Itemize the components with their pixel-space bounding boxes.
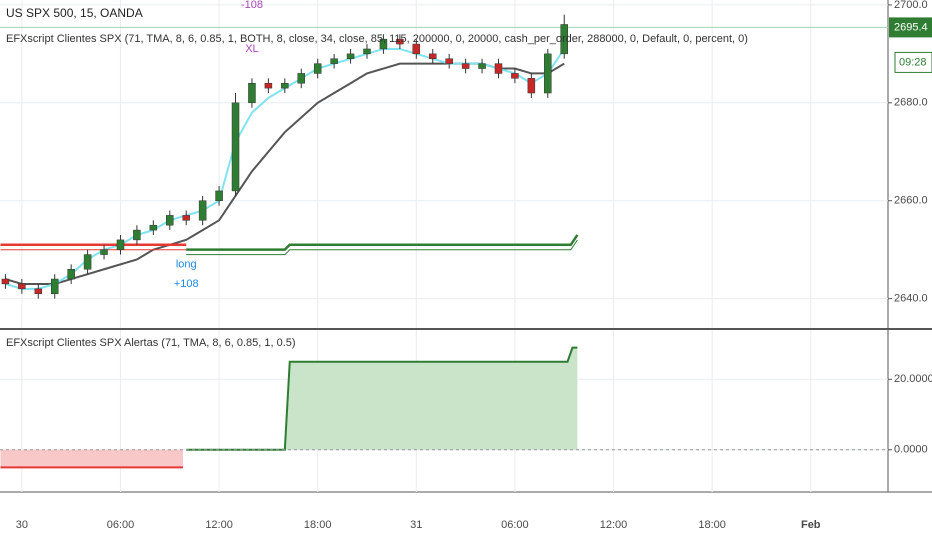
candle-body: [461, 63, 470, 69]
area-fill: [186, 347, 578, 450]
annotation: -108: [241, 0, 263, 11]
candle-body: [511, 73, 519, 79]
x-tick-label: 12:00: [205, 519, 233, 531]
last-price-box: [889, 17, 932, 38]
candle-body: [83, 254, 92, 270]
indicator-title: EFXscript Clientes SPX Alertas (71, TMA,…: [6, 337, 296, 349]
x-tick-label: 06:00: [501, 519, 529, 531]
indicator-line-offset: [186, 239, 578, 256]
candle-body: [198, 200, 207, 221]
indicator-line: [186, 234, 579, 251]
x-tick-label: Feb: [801, 519, 821, 531]
candle-body: [544, 53, 552, 94]
annotation: +108: [174, 278, 199, 290]
candle-body: [396, 38, 404, 45]
candle-body: [182, 215, 190, 221]
area-fill: [0, 449, 183, 468]
chart-title: US SPX 500, 15, OANDA: [6, 6, 143, 20]
candle-body: [264, 82, 273, 89]
candle-body: [67, 269, 75, 280]
x-tick-label: 30: [16, 519, 28, 531]
x-tick-label: 18:00: [698, 519, 726, 531]
candle-body: [478, 63, 486, 69]
indicator-title: EFXscript Clientes SPX (71, TMA, 8, 6, 0…: [6, 33, 748, 45]
candle-body: [494, 63, 503, 74]
candle-body: [363, 48, 371, 55]
y-tick-label: 20.0000: [894, 373, 932, 385]
candle-body: [166, 215, 174, 226]
annotation: long: [176, 258, 197, 270]
candle-body: [379, 38, 388, 50]
x-tick-label: 18:00: [304, 519, 332, 531]
candle-body: [133, 229, 141, 241]
candle-body: [428, 53, 437, 59]
candle-body: [412, 43, 421, 55]
candle-body: [281, 82, 289, 89]
x-tick-label: 12:00: [600, 519, 628, 531]
candle-body: [248, 82, 256, 104]
candle-body: [330, 58, 338, 64]
candle-body: [34, 288, 43, 294]
area-line: [186, 346, 578, 451]
candle-body: [231, 102, 240, 192]
y-tick-label: 0.0000: [894, 444, 928, 456]
countdown-box: [894, 51, 932, 73]
annotation: XL: [245, 43, 258, 55]
y-tick-label: 2660.0: [894, 195, 928, 207]
candle-body: [100, 249, 108, 255]
x-tick-label: 31: [410, 519, 422, 531]
candle-body: [346, 53, 355, 59]
y-tick-label: 2680.0: [894, 97, 928, 109]
countdown-label: 09:28: [899, 56, 927, 68]
candle-body: [313, 63, 322, 74]
candle-body: [445, 58, 453, 64]
y-tick-label: 2700.0: [894, 0, 928, 11]
last-price-label: 2695.4: [894, 21, 928, 33]
candle-body: [527, 78, 536, 94]
candle-body: [18, 283, 26, 290]
x-tick-label: 06:00: [107, 519, 135, 531]
candle-body: [560, 24, 568, 55]
candle-body: [149, 224, 158, 231]
candle-body: [50, 278, 59, 294]
candle-body: [1, 278, 10, 285]
candle-body: [215, 190, 223, 201]
candle-body: [116, 239, 125, 250]
y-tick-label: 2640.0: [894, 293, 928, 305]
candle-body: [297, 73, 306, 84]
